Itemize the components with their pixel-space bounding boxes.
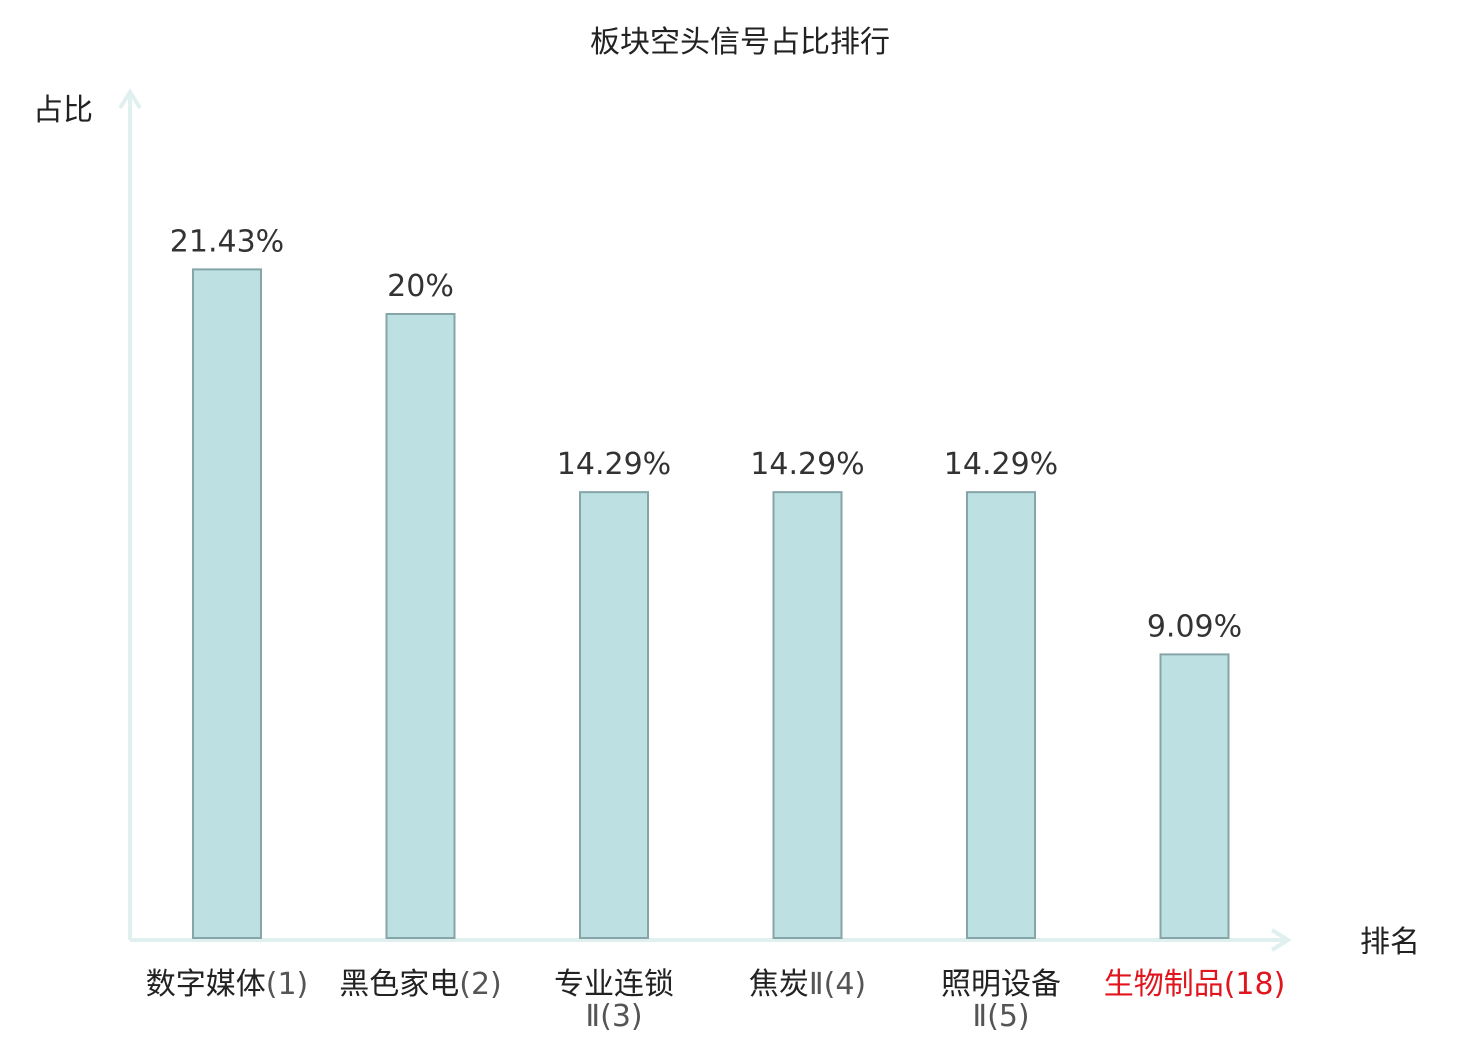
bar (772, 491, 843, 939)
bar-value-label: 14.29% (944, 447, 1058, 482)
bar-value-label: 14.29% (750, 447, 864, 482)
y-axis-arrow-icon (118, 88, 142, 110)
chart-title: 板块空头信号占比排行 (590, 25, 890, 60)
category-name: 生物制品 (1104, 967, 1224, 1002)
category-name: 焦炭 (749, 967, 809, 1002)
bar-value-label: 14.29% (557, 447, 671, 482)
category-rank: Ⅱ(5) (972, 999, 1029, 1034)
x-axis-arrow-icon (1270, 928, 1292, 952)
value-labels-group: 21.43% 20% 14.29% 14.29% 14.29% 9.09% (170, 224, 1242, 644)
category-name: 照明设备 (941, 967, 1061, 1002)
bar-value-label: 21.43% (170, 224, 284, 259)
y-axis-label: 占比 (33, 93, 93, 128)
bar (579, 491, 649, 939)
bar (192, 268, 262, 940)
category-rank: (18) (1224, 967, 1286, 1002)
category-rank: (2) (459, 967, 502, 1002)
category-label: 数字媒体(1) (146, 967, 309, 1002)
category-label: 黑色家电(2) (339, 967, 502, 1002)
category-name: 专业连锁 (554, 967, 674, 1002)
bars-group (192, 268, 1230, 940)
bar-value-label: 20% (387, 269, 454, 304)
category-rank: (1) (266, 967, 309, 1002)
bar (1159, 653, 1230, 940)
bar-value-label: 9.09% (1147, 609, 1242, 644)
category-name: 数字媒体 (146, 967, 266, 1002)
category-label: 生物制品(18) (1104, 967, 1286, 1002)
category-name: 黑色家电 (339, 967, 459, 1002)
x-axis-label: 排名 (1360, 925, 1420, 960)
category-label: 焦炭Ⅱ(4) (749, 967, 866, 1002)
bar (966, 491, 1036, 939)
category-rank: Ⅱ(4) (809, 967, 866, 1002)
category-rank: Ⅱ(3) (585, 999, 642, 1034)
bar (385, 313, 456, 939)
